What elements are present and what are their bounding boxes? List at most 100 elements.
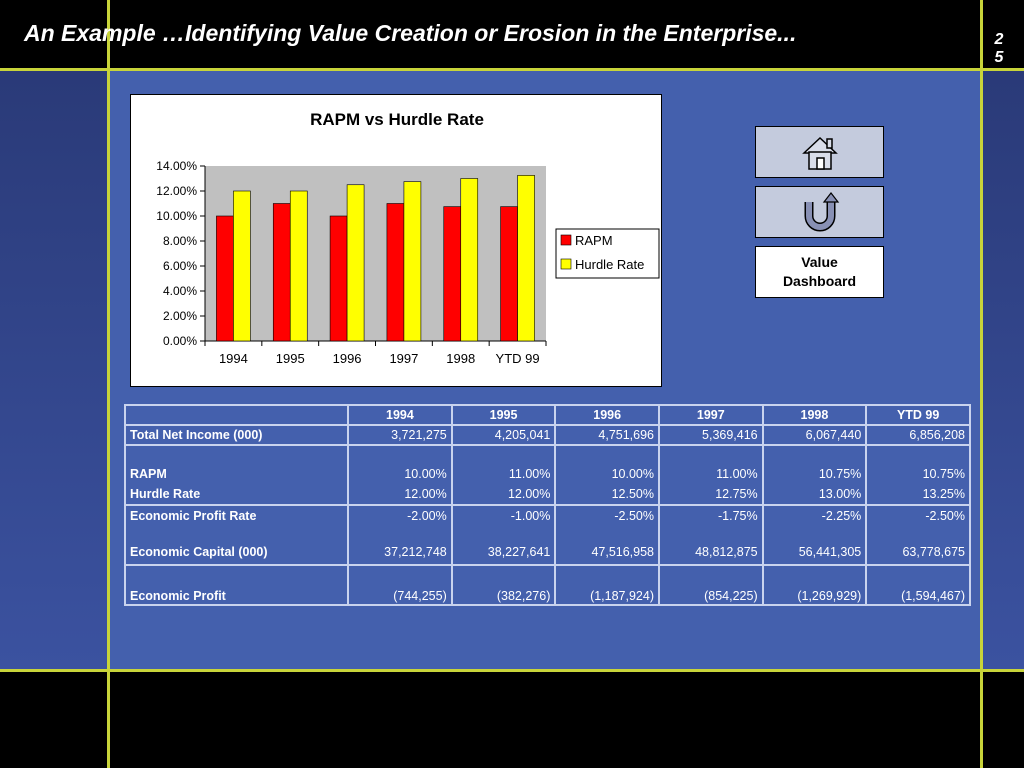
x-tick-label: 1998 xyxy=(446,351,475,366)
dashboard-label-line2: Dashboard xyxy=(782,273,857,289)
table-cell: 10.00% xyxy=(404,467,447,481)
x-tick-label: 1994 xyxy=(219,351,248,366)
x-tick-label: 1996 xyxy=(333,351,362,366)
table-cell-stack: 10.75% 13.25% xyxy=(865,444,971,506)
table-cell: 5,369,416 xyxy=(658,424,764,446)
table-row-ep-capital: Economic Profit Rate Economic Capital (00… xyxy=(123,504,971,566)
bar-hurdle-rate xyxy=(233,190,251,342)
table-cell-stack: 10.00% 12.00% xyxy=(347,444,453,506)
table-cell-stack: -1.00% 38,227,641 xyxy=(450,504,557,566)
table-cell: 11.00% xyxy=(508,467,551,481)
x-tick-label: 1997 xyxy=(389,351,418,366)
table-cell: 38,227,641 xyxy=(487,545,551,559)
table-cell: 12.00% xyxy=(404,487,447,501)
row-label: Hurdle Rate xyxy=(130,487,201,501)
table-cell: 12.00% xyxy=(507,487,551,501)
row-label: Total Net Income (000) xyxy=(123,424,350,446)
table-row-net-income: Total Net Income (000) 3,721,275 4,205,0… xyxy=(123,424,971,446)
table-cell: 47,516,958 xyxy=(591,545,654,559)
row-label: Economic Capital (000) xyxy=(130,545,268,559)
x-tick-label: 1995 xyxy=(276,351,305,366)
legend-swatch-rapm xyxy=(560,234,572,246)
y-tick-label: 8.00% xyxy=(163,234,197,248)
bar-hurdle-rate xyxy=(517,175,535,342)
y-tick-label: 6.00% xyxy=(163,259,197,273)
y-tick-label: 10.00% xyxy=(156,209,197,223)
y-tick-label: 2.00% xyxy=(163,309,197,323)
bar-rapm xyxy=(216,215,234,342)
table-cell-stack: 11.00% 12.00% xyxy=(450,444,557,506)
table-cell-stack: -2.25% 56,441,305 xyxy=(761,504,868,566)
table-cell: (854,225) xyxy=(658,564,764,606)
table-cell: (1,269,929) xyxy=(761,564,868,606)
home-button[interactable] xyxy=(755,126,884,178)
table-cell: (744,255) xyxy=(347,564,453,606)
table-cell-stack: 10.75% 13.00% xyxy=(761,444,868,506)
table-cell: 10.75% xyxy=(922,467,965,481)
table-cell: 12.75% xyxy=(715,487,758,501)
bar-hurdle-rate xyxy=(289,190,308,342)
bar-rapm xyxy=(386,203,405,342)
chart-title: RAPM vs Hurdle Rate xyxy=(310,110,484,129)
table-cell: 10.00% xyxy=(611,467,654,481)
table-header-cell: 1998 xyxy=(761,404,868,426)
table-cell: 3,721,275 xyxy=(347,424,453,446)
bar-rapm xyxy=(272,203,291,342)
legend-swatch-hurdle xyxy=(560,258,572,270)
bar-hurdle-rate xyxy=(346,184,365,342)
row-label-stack: Economic Profit Rate Economic Capital (00… xyxy=(123,504,350,566)
legend-label: Hurdle Rate xyxy=(575,257,644,272)
dashboard-label-line1: Value xyxy=(801,254,838,270)
left-background-strip xyxy=(0,70,108,670)
table-cell: 4,205,041 xyxy=(450,424,557,446)
u-turn-icon xyxy=(804,192,839,232)
chart-svg: RAPM vs Hurdle Rate 0.00% 2.00% 4.00% 6.00% 8… xyxy=(156,110,660,366)
table-cell-stack: -2.50% 47,516,958 xyxy=(554,504,660,566)
back-button[interactable] xyxy=(755,186,884,238)
row-label: RAPM xyxy=(130,467,167,481)
table-row-economic-profit: Economic Profit (744,255) (382,276) (1,1… xyxy=(123,564,971,606)
table-cell: 13.25% xyxy=(922,487,965,501)
row-label-stack: RAPM Hurdle Rate xyxy=(123,444,350,506)
table-cell: 63,778,675 xyxy=(902,545,965,559)
value-dashboard-button[interactable]: Value Dashboard xyxy=(755,246,884,298)
legend-label: RAPM xyxy=(575,233,613,248)
table-header-blank xyxy=(123,404,350,426)
frame-line-left xyxy=(107,0,110,768)
table-cell: (1,187,924) xyxy=(554,564,660,606)
table-cell-stack: 10.00% 12.50% xyxy=(554,444,660,506)
table-cell: 48,812,875 xyxy=(695,545,758,559)
table-cell: 11.00% xyxy=(716,467,758,481)
bar-rapm xyxy=(329,215,348,342)
frame-line-bottom xyxy=(0,669,1024,672)
table-cell: -1.75% xyxy=(718,509,758,523)
table-cell-stack: 11.00% 12.75% xyxy=(658,444,764,506)
table-cell: 12.50% xyxy=(611,487,654,501)
row-label: Economic Profit Rate xyxy=(130,509,257,523)
table-header-cell: 1995 xyxy=(450,404,557,426)
slide-title: An Example …Identifying Value Creation o… xyxy=(24,20,797,46)
right-background-strip xyxy=(982,70,1024,670)
row-label: Economic Profit xyxy=(123,564,350,606)
table-cell: 10.75% xyxy=(818,467,862,481)
frame-line-top xyxy=(0,68,1024,71)
x-tick-label: YTD 99 xyxy=(496,351,540,366)
table-header-cell: 1994 xyxy=(347,404,453,426)
frame-line-right xyxy=(980,0,983,768)
bar-rapm xyxy=(500,206,518,342)
y-tick-label: 0.00% xyxy=(163,334,197,348)
table-cell: -1.00% xyxy=(510,509,551,523)
plot-area xyxy=(205,166,546,341)
bar-hurdle-rate xyxy=(460,178,479,342)
table-cell-stack: -2.50% 63,778,675 xyxy=(865,504,971,566)
table-header-row: 1994 1995 1996 1997 1998 YTD 99 xyxy=(123,404,971,426)
table-cell: 56,441,305 xyxy=(798,545,862,559)
table-header-cell: YTD 99 xyxy=(865,404,971,426)
slide-number: 2 5 xyxy=(994,31,1004,66)
rapm-chart: RAPM vs Hurdle Rate 0.00% 2.00% 4.00% 6.00% 8… xyxy=(130,94,662,387)
home-icon xyxy=(801,136,838,170)
table-cell: -2.00% xyxy=(407,509,447,523)
bar-hurdle-rate xyxy=(403,181,422,342)
economic-profit-table: 1994 1995 1996 1997 1998 YTD 99 Total Ne… xyxy=(123,404,971,606)
table-cell: 4,751,696 xyxy=(554,424,660,446)
